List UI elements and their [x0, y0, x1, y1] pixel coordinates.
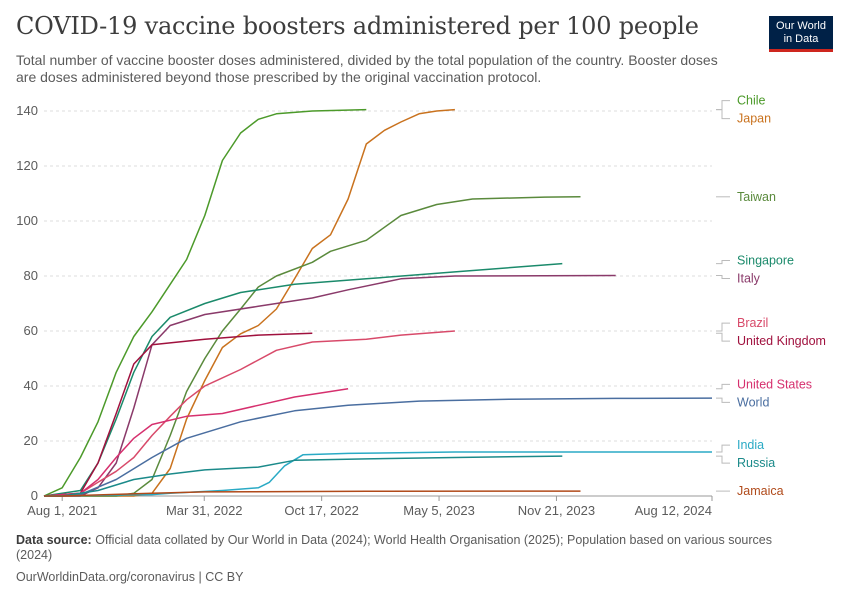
series-label-india[interactable]: India	[737, 438, 764, 452]
y-tick-label: 0	[31, 488, 38, 503]
series-label-japan[interactable]: Japan	[737, 112, 771, 126]
series-line-japan[interactable]	[44, 108, 455, 497]
label-connector	[716, 455, 730, 464]
owid-logo[interactable]: Our World in Data	[769, 16, 833, 52]
series-line-italy[interactable]	[44, 274, 616, 497]
label-connector	[716, 332, 730, 342]
series-line-chile[interactable]	[43, 108, 367, 497]
x-tick-label: Aug 12, 2024	[635, 503, 712, 518]
series-line-singapore[interactable]	[43, 262, 563, 497]
series-label-united-states[interactable]: United States	[737, 377, 812, 391]
series-label-jamaica[interactable]: Jamaica	[737, 484, 784, 498]
x-tick-label: May 5, 2023	[403, 503, 475, 518]
x-tick-label: Aug 1, 2021	[27, 503, 97, 518]
line-chart: 0 20 40 60 80 100 120 140 Aug 1, 2021 Mar 31, 20…	[16, 94, 826, 518]
x-tick-label: Oct 17, 2022	[284, 503, 358, 518]
series-line-world[interactable]	[44, 397, 713, 497]
series-line-united-states[interactable]	[43, 388, 349, 497]
y-tick-label: 60	[24, 323, 38, 338]
series-line-india[interactable]	[43, 451, 712, 497]
logo-line-1: Our World	[776, 20, 826, 32]
x-tick-label: Mar 31, 2022	[166, 503, 243, 518]
series-label-russia[interactable]: Russia	[737, 456, 775, 470]
series-line-jamaica[interactable]	[44, 490, 581, 497]
label-connector	[716, 444, 730, 453]
series-label-taiwan[interactable]: Taiwan	[737, 190, 776, 204]
series-lines	[43, 108, 713, 497]
source-note: Data source: Official data collated by O…	[16, 533, 796, 563]
y-tick-label: 80	[24, 268, 38, 283]
label-connector	[716, 109, 730, 120]
source-url[interactable]: OurWorldinData.org/coronavirus | CC BY	[16, 570, 244, 584]
series-label-world[interactable]: World	[737, 395, 769, 409]
y-axis-ticks: 0 20 40 60 80 100 120 140	[16, 103, 38, 503]
series-line-united-kingdom[interactable]	[43, 332, 313, 497]
grid-lines	[44, 110, 712, 497]
y-tick-label: 120	[16, 158, 38, 173]
label-connector	[716, 260, 730, 265]
label-connector	[716, 275, 730, 279]
series-label-singapore[interactable]: Singapore	[737, 254, 794, 268]
series-label-united-kingdom[interactable]: United Kingdom	[737, 334, 826, 348]
y-tick-label: 40	[24, 378, 38, 393]
source-text: Official data collated by Our World in D…	[16, 533, 772, 562]
label-connector	[716, 397, 730, 403]
series-line-russia[interactable]	[44, 455, 563, 497]
source-label: Data source:	[16, 533, 92, 547]
label-connector	[716, 100, 730, 111]
series-label-chile[interactable]: Chile	[737, 94, 766, 108]
logo-line-2: in Data	[783, 33, 819, 45]
y-tick-label: 20	[24, 433, 38, 448]
label-connector	[716, 322, 730, 332]
chart-subtitle: Total number of vaccine booster doses ad…	[16, 52, 718, 85]
series-labels: Chile Japan Taiwan Singapore Italy Brazil Unit…	[716, 94, 826, 498]
y-tick-label: 140	[16, 103, 38, 118]
series-label-italy[interactable]: Italy	[737, 272, 761, 286]
x-tick-label: Nov 21, 2023	[518, 503, 595, 518]
chart-title: COVID-19 vaccine boosters administered p…	[16, 12, 699, 40]
series-line-taiwan[interactable]	[44, 196, 581, 497]
x-axis-ticks: Aug 1, 2021 Mar 31, 2022 Oct 17, 2022 May 5…	[27, 496, 713, 518]
series-label-brazil[interactable]: Brazil	[737, 316, 768, 330]
series-line-brazil[interactable]	[43, 330, 455, 497]
label-connector	[716, 383, 730, 390]
y-tick-label: 100	[16, 213, 38, 228]
